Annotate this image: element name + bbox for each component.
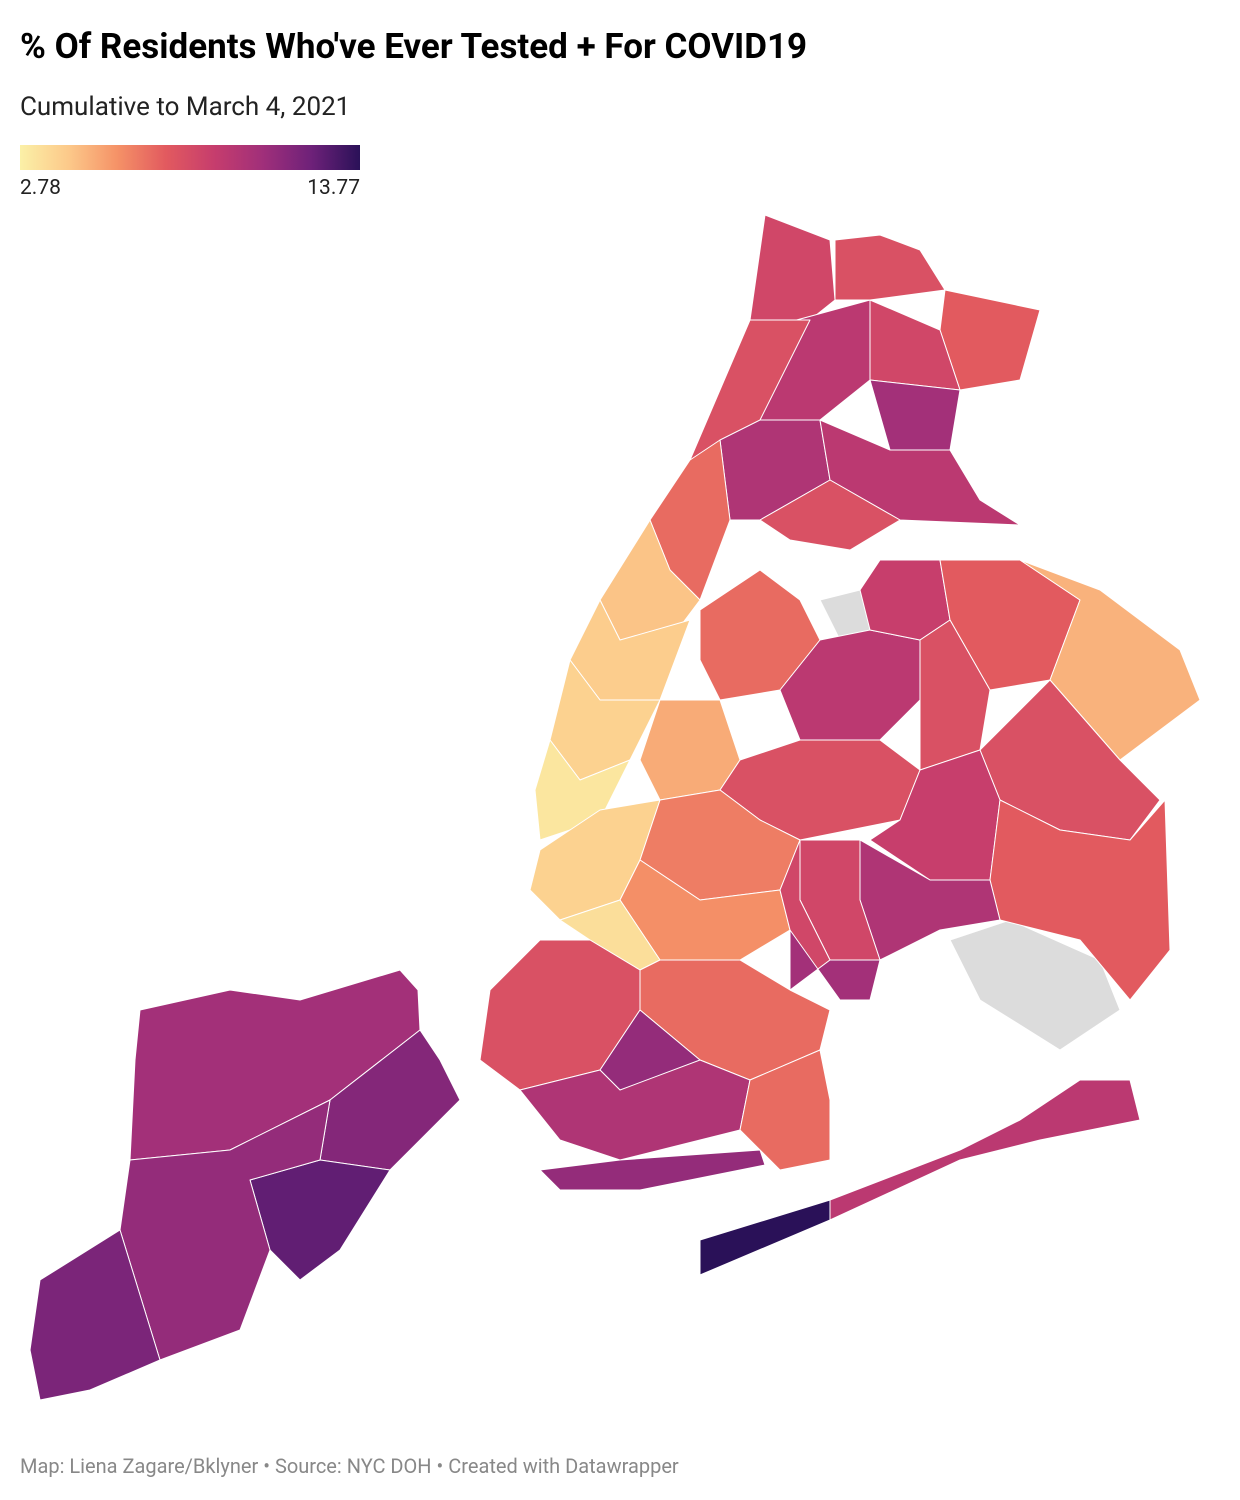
region: [249, 1159, 391, 1281]
region: [939, 289, 1041, 391]
region: [829, 1079, 1141, 1221]
legend-min-label: 2.78: [20, 176, 61, 200]
region: [834, 234, 946, 301]
region: [539, 1149, 766, 1191]
chart-title: % Of Residents Who've Ever Tested + For …: [20, 26, 807, 67]
footer: Map: Liena Zagare/Bklyner • Source: NYC …: [20, 1454, 679, 1478]
region: [739, 1049, 831, 1171]
regions: [29, 214, 1201, 1401]
chart-subtitle: Cumulative to March 4, 2021: [20, 92, 350, 122]
region: [29, 1229, 161, 1401]
legend-gradient: [20, 145, 360, 170]
region: [1019, 559, 1201, 761]
region: [749, 214, 836, 321]
legend-max-label: 13.77: [307, 176, 360, 200]
region: [759, 479, 901, 551]
region: [699, 1199, 831, 1276]
region: [869, 379, 961, 451]
region: [859, 559, 951, 641]
